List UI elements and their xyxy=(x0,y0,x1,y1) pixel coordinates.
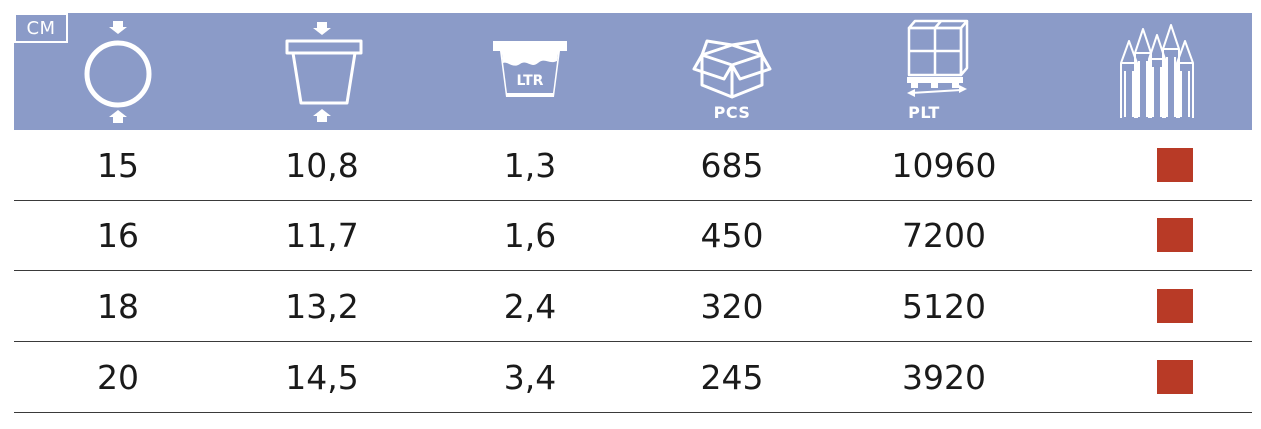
plt-column-header: PLT xyxy=(869,13,979,130)
volume-icon-label: LTR xyxy=(517,73,544,89)
volume-icon: LTR xyxy=(493,41,567,97)
diameter-icon xyxy=(84,21,152,123)
colors-icon xyxy=(1120,24,1194,118)
plt-label: PLT xyxy=(908,103,940,122)
diameter-column-header xyxy=(63,13,173,130)
plt-cell: 5120 xyxy=(902,286,986,326)
box-icon xyxy=(692,39,772,99)
volume-cell: 3,4 xyxy=(503,357,557,397)
diameter-cell: 18 xyxy=(97,286,139,326)
table-row: 16 11,7 1,6 450 7200 xyxy=(14,200,1252,271)
table-row: 18 13,2 2,4 320 5120 xyxy=(14,271,1252,342)
table-header: CM LTR xyxy=(14,13,1252,130)
pcs-cell: 245 xyxy=(700,357,764,397)
pot-height-icon xyxy=(285,22,363,122)
color-swatch xyxy=(1157,360,1193,394)
color-swatch xyxy=(1157,289,1193,323)
volume-column-header: LTR xyxy=(475,13,585,130)
diameter-cell: 16 xyxy=(97,215,139,255)
height-cell: 14,5 xyxy=(285,357,359,397)
plt-cell: 7200 xyxy=(902,215,986,255)
diameter-cell: 20 xyxy=(97,357,139,397)
volume-cell: 1,3 xyxy=(503,145,557,185)
pcs-cell: 320 xyxy=(700,286,764,326)
pcs-cell: 450 xyxy=(700,215,764,255)
unit-tag: CM xyxy=(14,13,68,43)
volume-cell: 2,4 xyxy=(503,286,557,326)
pcs-cell: 685 xyxy=(700,145,764,185)
plt-cell: 10960 xyxy=(891,145,997,185)
height-cell: 11,7 xyxy=(285,215,359,255)
table-row: 20 14,5 3,4 245 3920 xyxy=(14,342,1252,413)
color-swatch xyxy=(1157,148,1193,182)
height-cell: 13,2 xyxy=(285,286,359,326)
pallet-icon xyxy=(907,19,969,97)
pcs-label: PCS xyxy=(713,103,751,122)
height-column-header xyxy=(267,13,377,130)
table-row: 15 10,8 1,3 685 10960 xyxy=(14,130,1252,201)
diameter-cell: 15 xyxy=(97,145,139,185)
height-cell: 10,8 xyxy=(285,145,359,185)
pcs-column-header: PCS xyxy=(677,13,787,130)
volume-cell: 1,6 xyxy=(503,215,557,255)
color-column-header xyxy=(1105,13,1215,130)
color-swatch xyxy=(1157,218,1193,252)
plt-cell: 3920 xyxy=(902,357,986,397)
